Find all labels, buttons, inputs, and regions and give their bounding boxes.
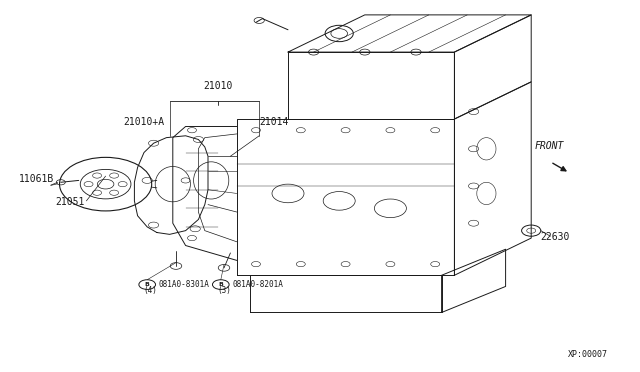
Text: 21010+A: 21010+A bbox=[124, 116, 164, 126]
Text: 22630: 22630 bbox=[541, 232, 570, 242]
Text: B: B bbox=[218, 282, 223, 287]
Text: (4): (4) bbox=[143, 286, 157, 295]
Text: 21051: 21051 bbox=[56, 196, 85, 206]
Text: 21010: 21010 bbox=[203, 81, 232, 91]
Text: 11061B: 11061B bbox=[19, 174, 54, 184]
Text: 081A0-8201A: 081A0-8201A bbox=[232, 280, 283, 289]
Text: B: B bbox=[145, 282, 150, 287]
Text: 21014: 21014 bbox=[259, 116, 289, 126]
Text: XP:00007: XP:00007 bbox=[568, 350, 608, 359]
Text: (3): (3) bbox=[217, 286, 231, 295]
Text: 081A0-8301A: 081A0-8301A bbox=[159, 280, 209, 289]
Text: FRONT: FRONT bbox=[534, 141, 564, 151]
